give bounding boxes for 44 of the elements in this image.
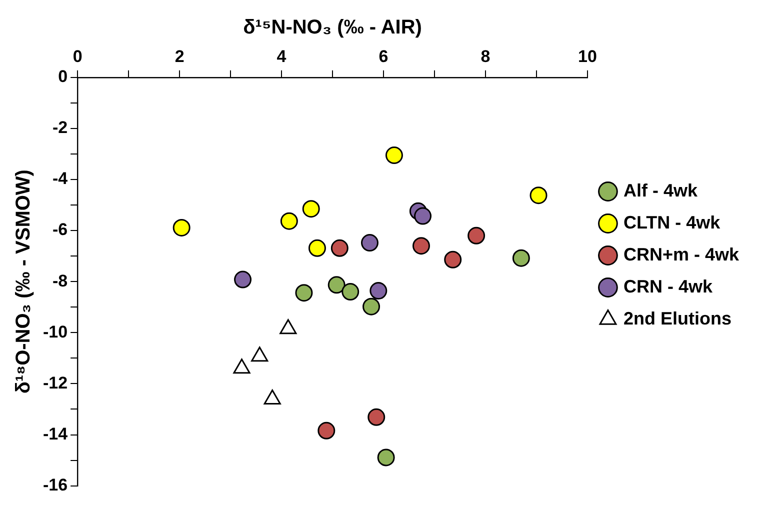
y-tick-label: -6: [52, 220, 68, 240]
point: [444, 250, 462, 268]
point: [280, 212, 298, 230]
y-tick-label: -12: [42, 373, 68, 392]
legend-label: Alf - 4wk: [623, 180, 698, 200]
point: [234, 270, 252, 288]
point: [377, 448, 395, 466]
point: [302, 200, 320, 218]
point: [512, 249, 530, 267]
y-tick-label: -16: [42, 475, 68, 494]
point: [414, 207, 432, 225]
legend-label: CRN+m - 4wk: [623, 244, 740, 264]
y-tick-label: -10: [42, 322, 68, 342]
x-tick-label: 6: [378, 46, 388, 66]
x-tick-label: 0: [72, 46, 82, 66]
point: [368, 408, 386, 426]
point: [328, 276, 346, 294]
point: [385, 146, 403, 164]
point: [370, 282, 388, 300]
y-tick-label: -14: [42, 424, 68, 444]
y-tick-label: 0: [58, 67, 68, 86]
legend-label: CRN - 4wk: [623, 276, 714, 296]
x-tick-label: 4: [276, 46, 287, 66]
y-tick-label: -4: [52, 169, 68, 188]
x-tick-label: 10: [578, 46, 597, 66]
point: [330, 239, 348, 257]
x-axis-title: δ¹⁵N-NO₃ (‰ - AIR): [243, 16, 422, 39]
legend-label: 2nd Elutions: [623, 308, 732, 328]
x-tick-label: 2: [174, 46, 184, 66]
point: [362, 298, 380, 316]
point: [468, 226, 486, 244]
legend-label: CLTN - 4wk: [623, 212, 722, 232]
y-tick-label: -8: [52, 271, 68, 290]
point: [360, 234, 378, 252]
point: [308, 239, 326, 257]
point: [530, 186, 548, 204]
point: [295, 284, 313, 302]
y-tick-label: -2: [52, 118, 68, 138]
point: [412, 237, 430, 255]
point: [318, 422, 336, 440]
point: [172, 218, 190, 236]
x-tick-label: 8: [480, 46, 490, 66]
point: [342, 283, 360, 301]
y-axis-title: δ¹⁸O-NO₃ (‰ - VSMOW): [12, 170, 35, 394]
